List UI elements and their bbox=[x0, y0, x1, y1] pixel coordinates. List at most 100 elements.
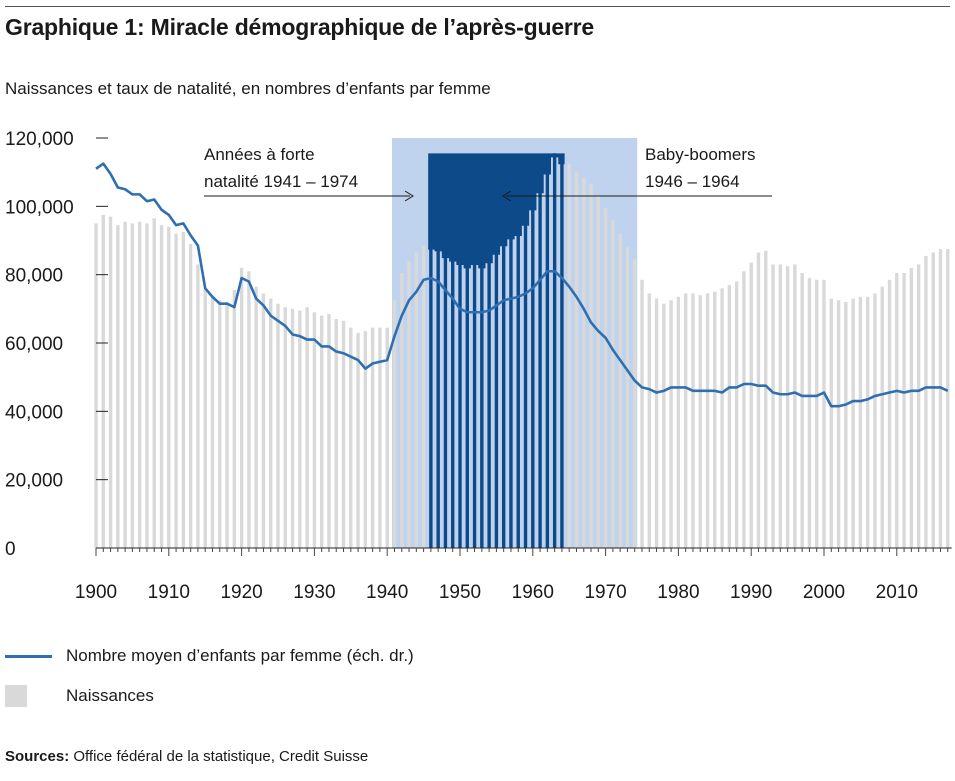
boom-bar-1960 bbox=[531, 206, 535, 548]
chart-svg: 0 20,000 40,000 60,000 80,000 100,000 120,000 1… bbox=[5, 129, 952, 603]
bar-1930 bbox=[312, 312, 317, 548]
bar-1986 bbox=[720, 288, 724, 548]
bar-1905 bbox=[130, 223, 135, 549]
x-tick-label-1910: 1910 bbox=[148, 582, 190, 603]
bar-1971 bbox=[611, 220, 615, 548]
bar-1909 bbox=[159, 225, 164, 549]
bar-2009 bbox=[887, 279, 892, 548]
chart-title: Graphique 1: Miracle démographique de l’… bbox=[5, 14, 595, 40]
bar-2001 bbox=[829, 298, 833, 548]
bar-1904 bbox=[123, 221, 127, 548]
boom-bar-1964 bbox=[560, 160, 564, 548]
top-rule bbox=[5, 6, 950, 7]
bar-1926 bbox=[283, 307, 287, 549]
bar-1933 bbox=[334, 319, 338, 548]
boom-bar-1948 bbox=[443, 254, 448, 549]
bar-1984 bbox=[705, 293, 710, 548]
boom-bar-1957 bbox=[509, 235, 513, 549]
boom-bar-1954 bbox=[487, 259, 491, 548]
bar-1976 bbox=[647, 293, 651, 548]
boom-bar-1959 bbox=[523, 221, 528, 548]
bar-1914 bbox=[196, 264, 200, 548]
bar-1999 bbox=[815, 279, 819, 548]
x-tick-label-1990: 1990 bbox=[730, 582, 772, 603]
annotation-forte-natalite-line2: natalité 1941 – 1974 bbox=[204, 172, 358, 191]
boom-bar-1955 bbox=[494, 250, 499, 548]
y-tick-label-0: 0 bbox=[5, 539, 16, 560]
annotation-baby-boomers-line2: 1946 – 1964 bbox=[645, 172, 740, 191]
line-layer bbox=[95, 162, 949, 408]
bar-1996 bbox=[793, 264, 797, 548]
source-text: Office fédéral de la statistique, Credit… bbox=[69, 748, 369, 765]
bar-1903 bbox=[116, 225, 120, 549]
bar-2012 bbox=[909, 267, 914, 548]
annotation-arrow-left-head bbox=[404, 190, 414, 202]
x-tick-label-2010: 2010 bbox=[876, 582, 918, 603]
boom-bar-1963 bbox=[552, 153, 557, 549]
x-tick-label-1950: 1950 bbox=[439, 582, 481, 603]
boom-bar-1961 bbox=[538, 189, 542, 548]
bar-1938 bbox=[370, 327, 375, 549]
bar-2011 bbox=[902, 272, 906, 548]
bar-1941 bbox=[392, 300, 397, 548]
bar-2000 bbox=[822, 279, 826, 548]
legend-line-swatch bbox=[5, 655, 52, 658]
bar-1925 bbox=[276, 303, 280, 548]
x-tick-label-1900: 1900 bbox=[75, 582, 117, 603]
bar-1927 bbox=[290, 308, 295, 548]
y-tick-label-100000: 100,000 bbox=[5, 197, 74, 218]
bar-1902 bbox=[108, 216, 113, 548]
bar-1965 bbox=[567, 163, 571, 549]
bar-2002 bbox=[836, 300, 841, 548]
bar-2006 bbox=[865, 296, 870, 549]
annotation-arrow-right-head bbox=[502, 190, 512, 202]
bar-1928 bbox=[298, 310, 302, 548]
bar-1990 bbox=[749, 262, 753, 548]
bar-1993 bbox=[771, 264, 775, 548]
bar-2008 bbox=[880, 286, 884, 549]
bar-1918 bbox=[225, 302, 229, 548]
boom-bar-1952 bbox=[472, 261, 477, 548]
bar-1966 bbox=[574, 172, 579, 549]
bar-1922 bbox=[254, 286, 258, 549]
bar-1916 bbox=[210, 296, 215, 549]
boom-bar-1947 bbox=[436, 247, 440, 548]
bar-1983 bbox=[698, 295, 702, 548]
fertility-rate-line bbox=[95, 162, 949, 408]
x-tick-label-1980: 1980 bbox=[657, 582, 699, 603]
boom-bar-1946 bbox=[429, 245, 433, 549]
bar-1908 bbox=[152, 218, 156, 549]
bar-1988 bbox=[734, 281, 739, 548]
bar-1994 bbox=[778, 264, 783, 548]
bar-1939 bbox=[378, 327, 382, 549]
bar-1923 bbox=[261, 293, 266, 548]
bar-1917 bbox=[218, 300, 222, 548]
annotation-layer: Années à forte natalité 1941 – 1974 Baby… bbox=[204, 145, 772, 202]
bar-2010 bbox=[895, 272, 899, 548]
bar-1973 bbox=[625, 247, 630, 548]
boom-bar-1949 bbox=[451, 257, 455, 548]
bar-1978 bbox=[662, 303, 666, 548]
baby-boom-block-cap bbox=[428, 153, 565, 269]
bar-1921 bbox=[247, 271, 251, 548]
source-note: Sources: Office fédéral de la statistiqu… bbox=[5, 748, 368, 765]
boom-bar-1951 bbox=[465, 264, 469, 548]
bar-1919 bbox=[232, 290, 237, 548]
boom-bar-1953 bbox=[480, 264, 484, 548]
bars-layer bbox=[94, 153, 950, 549]
bar-1910 bbox=[167, 226, 171, 548]
legend-bar-label: Naissances bbox=[66, 686, 154, 705]
bar-1968 bbox=[589, 184, 593, 549]
bar-2003 bbox=[844, 302, 848, 548]
x-tick-label-2000: 2000 bbox=[803, 582, 845, 603]
boom-bar-1950 bbox=[458, 261, 462, 548]
bar-1935 bbox=[349, 327, 353, 549]
legend-line-label: Nombre moyen d’enfants par femme (éch. d… bbox=[66, 646, 414, 665]
bar-1907 bbox=[145, 223, 149, 549]
boom-bar-1962 bbox=[545, 170, 550, 548]
bar-1975 bbox=[640, 279, 644, 548]
bar-1991 bbox=[756, 252, 761, 548]
chart-subtitle: Naissances et taux de natalité, en nombr… bbox=[5, 79, 491, 98]
bar-2014 bbox=[924, 255, 928, 549]
bar-1981 bbox=[683, 293, 688, 548]
